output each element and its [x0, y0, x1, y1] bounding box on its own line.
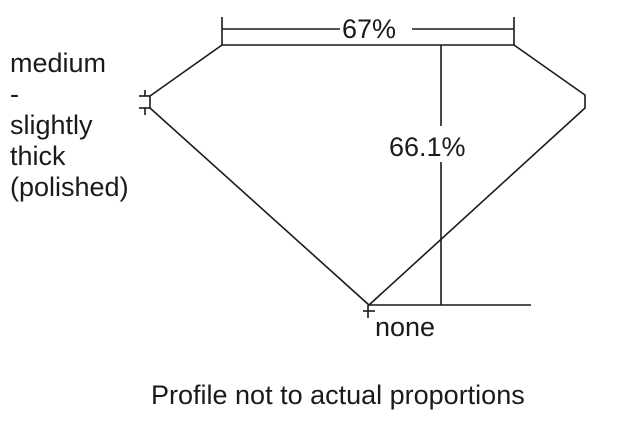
- footnote: Profile not to actual proportions: [151, 380, 525, 410]
- girdle-marker-icon: [139, 90, 150, 115]
- table-percent-label: 67%: [342, 14, 397, 44]
- girdle-label-line: -: [10, 79, 19, 109]
- culet-label: none: [375, 312, 436, 342]
- depth-percent-label: 66.1%: [389, 132, 466, 162]
- girdle-label: medium - slightly thick (polished): [10, 48, 170, 203]
- girdle-label-line: slightly: [10, 110, 93, 140]
- culet-marker-icon: [363, 305, 375, 318]
- girdle-label-line: (polished): [10, 172, 129, 202]
- girdle-label-line: thick: [10, 141, 66, 171]
- girdle-label-line: medium: [10, 48, 107, 78]
- diamond-outline: [149, 44, 586, 307]
